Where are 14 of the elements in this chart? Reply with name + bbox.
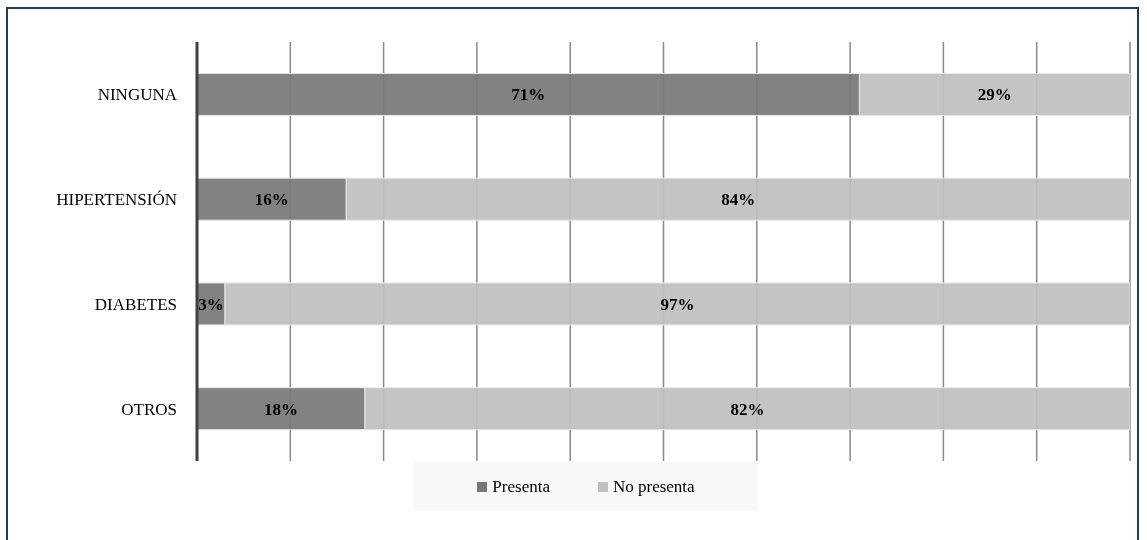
legend-label: No presenta (612, 476, 695, 497)
data-label: 16% (254, 190, 289, 210)
legend-label: Presenta (492, 476, 550, 497)
y-tick-label: DIABETES (94, 294, 177, 314)
y-tick-label: NINGUNA (97, 85, 178, 105)
data-label: 71% (511, 85, 546, 105)
data-label: 18% (263, 399, 298, 419)
data-label: 84% (721, 190, 756, 210)
y-tick-label: OTROS (121, 399, 177, 419)
data-label: 82% (730, 399, 765, 419)
y-tick-label: HIPERTENSIÓN (56, 190, 177, 210)
data-label: 3% (198, 294, 224, 314)
data-label: 29% (977, 85, 1012, 105)
data-label: 97% (660, 294, 695, 314)
